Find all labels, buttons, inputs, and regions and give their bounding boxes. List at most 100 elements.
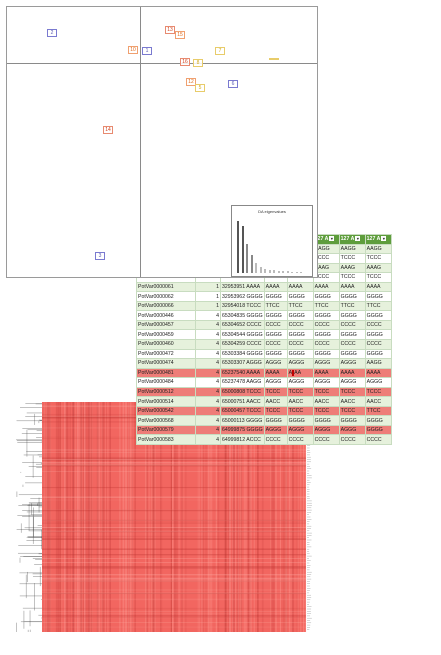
scatter-point-2: 2 bbox=[47, 29, 57, 37]
table-row: PotVar0000460 4 65304259 CCCC CCCC CCCC CCCC C… bbox=[136, 339, 392, 350]
chromosome-cell: 4 bbox=[195, 329, 221, 340]
table-row: PotVar0000062 1 32953962 GGGG GGGG GGGG GGGG G… bbox=[136, 291, 392, 302]
genotype-cell: TCCC bbox=[286, 405, 314, 417]
genotype-cell: TCCC bbox=[312, 386, 340, 398]
genotype-cell: TCCC bbox=[338, 272, 366, 283]
genotype-cell: CCCC bbox=[312, 434, 340, 446]
genotype-cell: CCCC bbox=[312, 319, 340, 331]
filter-dropdown-icon[interactable]: ▾ bbox=[355, 236, 361, 242]
genotype-cell: GGGG bbox=[263, 291, 288, 302]
filter-dropdown-icon[interactable]: ▾ bbox=[329, 236, 335, 242]
scatter-point-3: 3 bbox=[95, 252, 105, 260]
genotype-cell: GGGG bbox=[312, 310, 340, 321]
variant-id-cell: PotVar0000460 bbox=[136, 339, 196, 350]
table-row: PotVar0000484 4 65237478 AAGG AGGG AGGG AGGG A… bbox=[136, 377, 392, 388]
genotype-cell: AGGG bbox=[263, 377, 288, 388]
column-header[interactable]: 127 A▾ bbox=[338, 234, 366, 245]
genotype-cell: AGGG bbox=[338, 377, 366, 388]
chromosome-cell: 4 bbox=[195, 424, 221, 436]
position-cell: 65303384 GGGG bbox=[220, 348, 265, 360]
selection-marker bbox=[292, 369, 295, 376]
genotype-cell: GGGG bbox=[312, 329, 340, 340]
genotype-cell: TTCC bbox=[263, 300, 288, 312]
genotype-cell: TCCC bbox=[364, 272, 392, 283]
eigenvalue-bar bbox=[295, 271, 298, 273]
genotype-cell: CCCC bbox=[364, 434, 392, 446]
genotype-cell: AAAA bbox=[364, 281, 392, 293]
scatter-point-1: 1 bbox=[142, 47, 152, 55]
genotype-cell: AACC bbox=[338, 396, 366, 407]
position-cell: 32953951 AAAA bbox=[220, 281, 265, 293]
position-cell: 65304259 CCCC bbox=[220, 339, 265, 350]
genotype-cell: GGGG bbox=[338, 329, 366, 340]
genotype-cell: GGGG bbox=[364, 310, 392, 321]
genotype-cell: TTCC bbox=[338, 300, 366, 312]
variant-id-cell: PotVar0000066 bbox=[136, 300, 196, 312]
genotype-cell: GGGG bbox=[286, 348, 314, 360]
genotype-cell: GGGG bbox=[338, 310, 366, 321]
genotype-cell: GGGG bbox=[263, 348, 288, 360]
genotype-cell: CCCC bbox=[263, 339, 288, 350]
chromosome-cell: 1 bbox=[195, 281, 221, 293]
scatter-point-7: 7 bbox=[215, 47, 225, 55]
genotype-cell: GGGG bbox=[364, 424, 392, 436]
position-cell: 64999812 ACCC bbox=[220, 434, 265, 446]
chromosome-cell: 4 bbox=[195, 319, 221, 331]
genotype-cell: AAAA bbox=[338, 281, 366, 293]
genotype-cell: CCCC bbox=[338, 434, 366, 446]
genotype-cell: GGGG bbox=[286, 415, 314, 426]
genotype-cell: AAAA bbox=[263, 367, 288, 379]
chromosome-cell: 4 bbox=[195, 377, 221, 388]
genotype-cell: CCCC bbox=[338, 339, 366, 350]
genotype-cell: GGGG bbox=[364, 291, 392, 302]
vertical-axis-line bbox=[140, 7, 141, 277]
eigenvalue-bar bbox=[268, 269, 271, 273]
scatter-point-15: 15 bbox=[175, 31, 185, 39]
genotype-cell: AGGG bbox=[263, 358, 288, 369]
position-cell: 65304835 GGGG bbox=[220, 310, 265, 321]
column-header[interactable]: 127 A▾ bbox=[364, 234, 392, 245]
genotype-cell: CCCC bbox=[338, 319, 366, 331]
genotype-cell: AGGG bbox=[286, 377, 314, 388]
genotype-cell: AAAA bbox=[312, 281, 340, 293]
variant-id-cell: PotVar0000062 bbox=[136, 291, 196, 302]
genotype-cell: TCCC bbox=[286, 386, 314, 398]
genotype-cell: CCCC bbox=[364, 319, 392, 331]
position-cell: 65237540 AAAA bbox=[220, 367, 265, 379]
table-row: PotVar0000061 1 32953951 AAAA AAAA AAAA AAAA A… bbox=[136, 281, 392, 293]
table-row: PotVar0000579 4 64999875 GGGG AGGG AGGG AGGG A… bbox=[136, 424, 392, 436]
genotype-cell: GGGG bbox=[263, 415, 288, 426]
chromosome-cell: 4 bbox=[195, 358, 221, 369]
genotype-cell: AAAG bbox=[364, 262, 392, 274]
variant-id-cell: PotVar0000579 bbox=[136, 424, 196, 436]
genotype-cell: GGGG bbox=[338, 415, 366, 426]
genotype-cell: AGGG bbox=[312, 424, 340, 436]
genotype-cell: TCCC bbox=[364, 253, 392, 264]
genotype-cell: AGGG bbox=[312, 377, 340, 388]
table-row: PotVar0000446 4 65304835 GGGG GGGG GGGG GGGG G… bbox=[136, 310, 392, 321]
chromosome-cell: 4 bbox=[195, 310, 221, 321]
eigenvalue-bar bbox=[264, 268, 266, 273]
genotype-cell: GGGG bbox=[312, 415, 340, 426]
chromosome-cell: 4 bbox=[195, 367, 221, 379]
table-row: PotVar0000457 4 65304652 CCCC CCCC CCCC CCCC C… bbox=[136, 319, 392, 331]
genotype-cell: AGGG bbox=[364, 377, 392, 388]
scatter-point-14: 14 bbox=[103, 126, 113, 134]
scatter-point-13: 13 bbox=[165, 26, 175, 34]
filter-dropdown-icon[interactable]: ▾ bbox=[381, 236, 387, 242]
position-cell: 65000808 TCCC bbox=[220, 386, 265, 398]
scatter-point-6: 6 bbox=[228, 80, 238, 88]
eigenvalues-title: DA eigenvalues bbox=[258, 209, 286, 214]
genotype-cell: CCCC bbox=[286, 339, 314, 350]
variant-id-cell: PotVar0000484 bbox=[136, 377, 196, 388]
genotype-cell: GGGG bbox=[338, 348, 366, 360]
table-row: PotVar0000459 4 65304544 GGGG GGGG GGGG GGGG G… bbox=[136, 329, 392, 340]
genotype-cell: AAGG bbox=[338, 243, 366, 255]
eigenvalue-bar bbox=[282, 271, 284, 273]
chromosome-cell: 4 bbox=[195, 396, 221, 407]
position-cell: 65304652 CCCC bbox=[220, 319, 265, 331]
genotype-cell: AAGG bbox=[364, 243, 392, 255]
position-cell: 65000751 AACC bbox=[220, 396, 265, 407]
table-row: PotVar0000568 4 65000113 GGGG GGGG GGGG GGGG G… bbox=[136, 415, 392, 426]
genotype-cell: GGGG bbox=[286, 291, 314, 302]
